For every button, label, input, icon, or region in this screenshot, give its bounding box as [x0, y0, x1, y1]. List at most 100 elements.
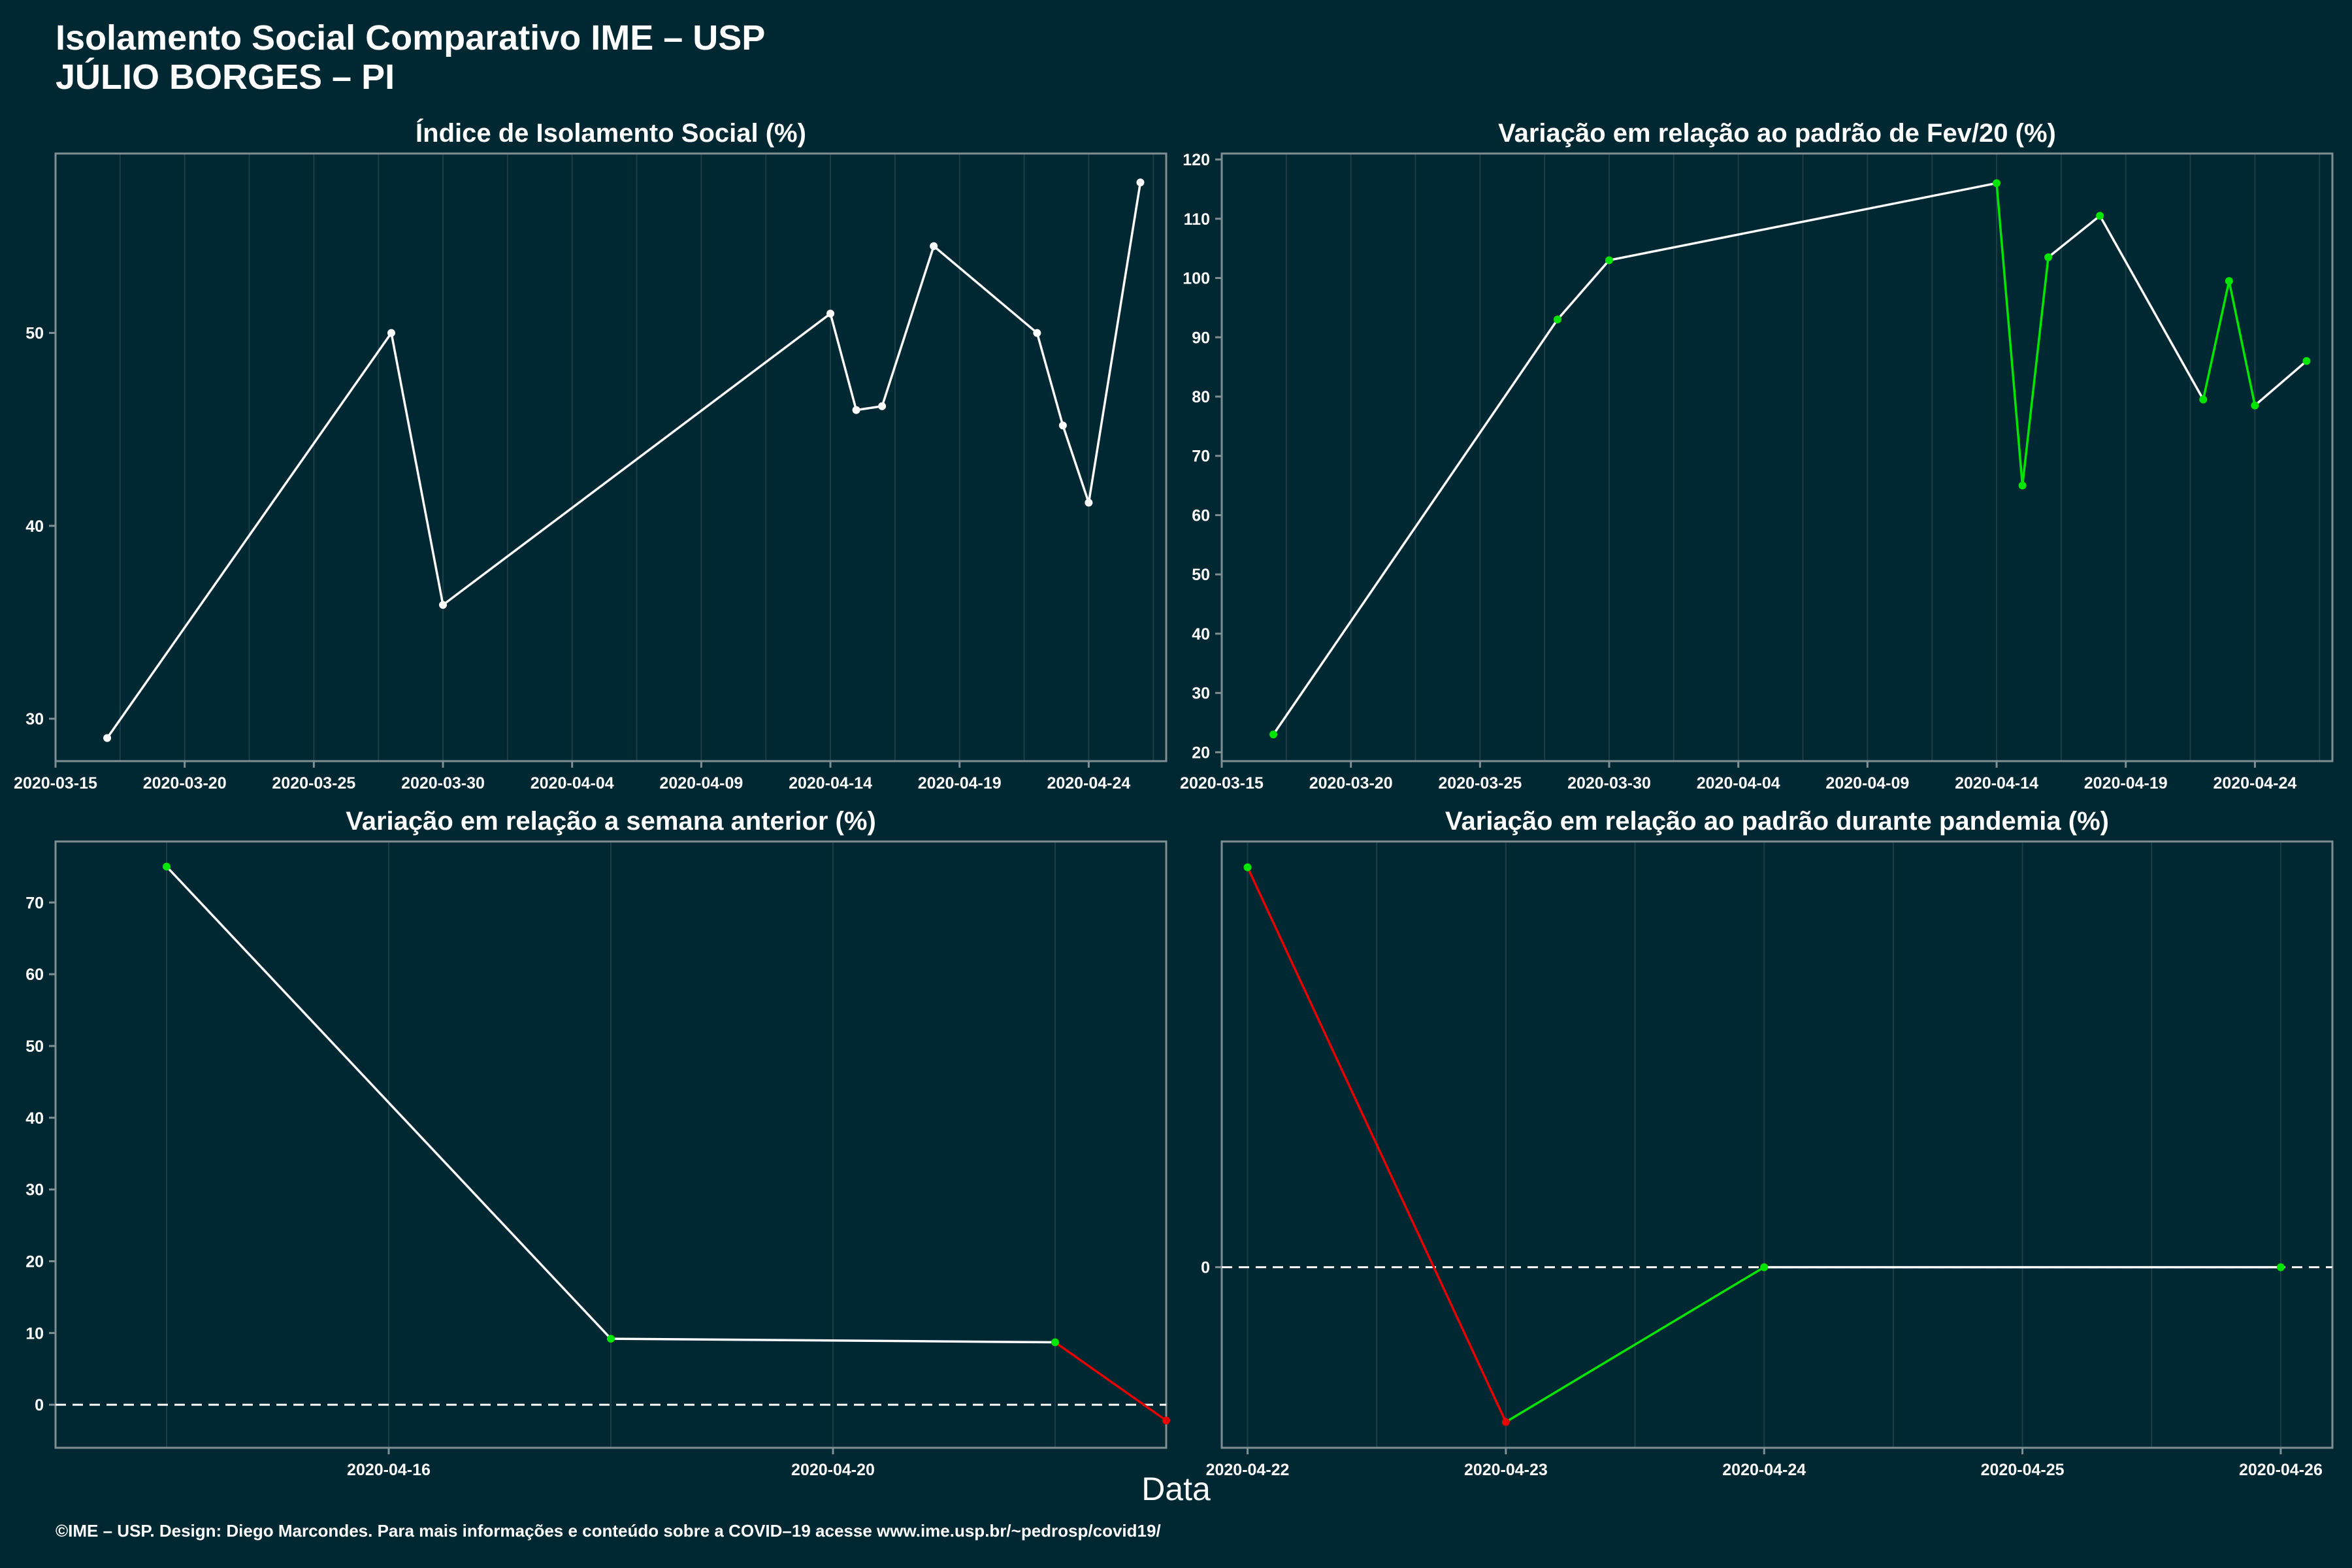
series-segment — [933, 245, 1038, 334]
series-segment — [1087, 182, 1142, 503]
x-tick-label: 2020-03-25 — [272, 774, 355, 792]
data-point — [1760, 1263, 1769, 1271]
x-tick-label: 2020-03-30 — [1567, 774, 1651, 792]
series-segment — [610, 1337, 1056, 1344]
data-point — [2251, 401, 2259, 410]
y-tick-label: 30 — [1192, 685, 1210, 703]
series-segment — [442, 312, 832, 606]
panel-border — [1220, 840, 2334, 1449]
footer-caption: ©IME – USP. Design: Diego Marcondes. Par… — [56, 1521, 1161, 1541]
x-tick-label: 2020-04-04 — [531, 774, 614, 792]
panel-title: Variação em relação ao padrão de Fev/20 … — [1498, 119, 2056, 148]
x-axis-title: Data — [1141, 1471, 1211, 1507]
data-point — [852, 406, 860, 414]
data-point — [387, 329, 395, 337]
data-point — [1553, 316, 1561, 324]
data-point — [1033, 329, 1041, 337]
y-tick-label: 120 — [1183, 151, 1210, 169]
series-segment — [2048, 214, 2101, 259]
series-segment — [829, 313, 858, 411]
data-point — [1051, 1338, 1059, 1347]
x-tick-label: 2020-03-15 — [14, 774, 97, 792]
y-tick-label: 70 — [25, 894, 44, 912]
y-tick-label: 30 — [25, 710, 44, 728]
data-point — [439, 600, 448, 609]
data-point — [1993, 179, 2001, 188]
x-tick-label: 2020-04-20 — [791, 1461, 875, 1479]
data-point — [1269, 730, 1278, 739]
y-tick-label: 110 — [1184, 210, 1210, 229]
y-tick-label: 80 — [1192, 388, 1210, 406]
chart-title-line2: JÚLIO BORGES – PI — [56, 57, 395, 97]
chart-panel-2: Variação em relação ao padrão de Fev/20 … — [1180, 119, 2334, 792]
series-segment — [106, 332, 393, 739]
series-segment — [2202, 280, 2230, 400]
data-point — [826, 310, 835, 318]
panel-title: Variação em relação a semana anterior (%… — [346, 807, 876, 836]
panel-border — [54, 152, 1168, 762]
panel-title: Variação em relação ao padrão durante pa… — [1445, 807, 2109, 836]
x-tick-label: 2020-04-09 — [1825, 774, 1909, 792]
data-point — [1136, 178, 1145, 187]
series-segment — [1505, 1266, 1765, 1424]
data-point — [1058, 421, 1067, 430]
x-tick-label: 2020-04-14 — [789, 774, 872, 792]
series-segment — [1556, 259, 1610, 321]
x-tick-label: 2020-03-20 — [1309, 774, 1393, 792]
x-tick-label: 2020-04-16 — [347, 1461, 431, 1479]
data-point — [1243, 863, 1252, 872]
x-tick-label: 2020-04-14 — [1955, 774, 2038, 792]
data-point — [2225, 277, 2233, 286]
data-point — [2096, 212, 2104, 220]
y-tick-label: 100 — [1183, 270, 1210, 288]
x-tick-label: 2020-04-19 — [918, 774, 1002, 792]
series-segment — [1609, 182, 1997, 262]
series-segment — [881, 246, 935, 407]
data-point — [1501, 1418, 1510, 1426]
y-tick-label: 50 — [1192, 566, 1210, 584]
panel-border — [54, 840, 1168, 1449]
x-tick-label: 2020-04-24 — [2213, 774, 2296, 792]
x-tick-label: 2020-03-25 — [1438, 774, 1522, 792]
y-tick-label: 20 — [1192, 743, 1210, 762]
x-tick-label: 2020-04-23 — [1464, 1461, 1548, 1479]
y-tick-label: 50 — [25, 1037, 44, 1056]
chart-panel-3: Variação em relação a semana anterior (%… — [25, 807, 1170, 1479]
series-segment — [2099, 215, 2204, 400]
x-tick-label: 2020-04-26 — [2239, 1461, 2323, 1479]
data-point — [103, 734, 112, 742]
series-segment — [856, 405, 883, 412]
x-tick-label: 2020-04-04 — [1697, 774, 1780, 792]
data-point — [607, 1335, 615, 1343]
series-segment — [2228, 280, 2257, 406]
x-tick-label: 2020-04-22 — [1206, 1461, 1290, 1479]
x-tick-label: 2020-04-24 — [1047, 774, 1130, 792]
data-point — [878, 402, 887, 410]
y-tick-label: 20 — [25, 1252, 44, 1271]
series-segment — [1272, 319, 1559, 736]
data-point — [2044, 253, 2053, 261]
panel-border — [1220, 152, 2334, 762]
data-point — [930, 242, 938, 250]
chart-title-line1: Isolamento Social Comparativo IME – USP — [56, 18, 766, 57]
series-segment — [2021, 257, 2050, 486]
data-point — [2302, 357, 2311, 365]
y-tick-label: 90 — [1192, 329, 1210, 347]
y-tick-label: 10 — [25, 1324, 44, 1343]
data-point — [1085, 498, 1093, 507]
y-tick-label: 40 — [1192, 625, 1210, 644]
panel-title: Índice de Isolamento Social (%) — [416, 118, 806, 148]
y-tick-label: 60 — [25, 966, 44, 984]
data-point — [163, 862, 171, 871]
series-segment — [1054, 1341, 1168, 1422]
y-tick-label: 0 — [35, 1396, 44, 1414]
y-tick-label: 30 — [25, 1181, 44, 1200]
x-tick-label: 2020-04-25 — [1981, 1461, 2065, 1479]
series-segment — [1036, 333, 1064, 426]
x-tick-label: 2020-04-19 — [2084, 774, 2168, 792]
data-point — [2018, 482, 2027, 490]
data-point — [2199, 395, 2208, 404]
series-segment — [165, 866, 612, 1340]
y-tick-label: 60 — [1192, 506, 1210, 525]
